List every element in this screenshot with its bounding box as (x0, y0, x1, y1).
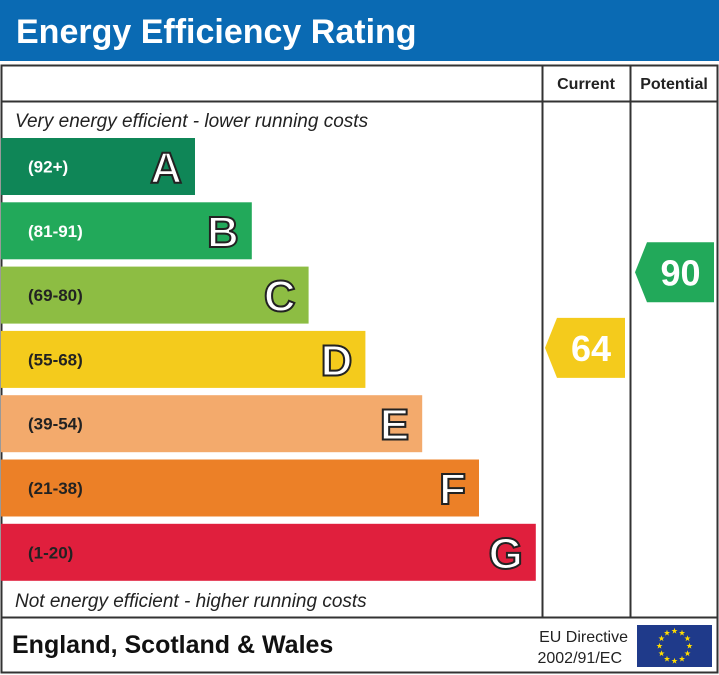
bottom-note: Not energy efficient - higher running co… (15, 591, 367, 612)
star-icon (686, 642, 693, 649)
eu-directive-line1: EU Directive (539, 629, 628, 646)
band-letter: A (150, 144, 182, 193)
title-bar (0, 0, 719, 61)
band-d: (55-68) D (1, 330, 366, 388)
current-rating-arrow (545, 317, 625, 378)
band-range: (55-68) (28, 350, 83, 369)
band-bar (1, 523, 536, 581)
band-bar (1, 459, 479, 517)
band-a: (92+) A (1, 138, 195, 195)
potential-column-header: Potential (640, 76, 708, 93)
star-icon (671, 627, 678, 634)
band-bar (1, 330, 366, 388)
current-column-header: Current (557, 76, 615, 93)
top-note: Very energy efficient - lower running co… (15, 111, 369, 132)
star-icon (678, 655, 686, 662)
band-g: (1-20) G (1, 523, 536, 581)
band-range: (1-20) (28, 543, 73, 562)
band-letter: F (439, 465, 466, 514)
band-letter: B (207, 208, 239, 257)
band-c: (69-80) C (1, 266, 309, 324)
star-icon (656, 642, 663, 649)
potential-rating: 90 (635, 242, 714, 303)
band-letter: D (321, 336, 353, 385)
band-f: (21-38) F (1, 459, 479, 517)
star-icon (658, 635, 665, 642)
band-letter: E (380, 401, 409, 450)
star-icon (658, 650, 665, 657)
band-bar (1, 395, 423, 453)
band-e: (39-54) E (1, 395, 423, 453)
eu-directive-line2: 2002/91/EC (537, 650, 622, 667)
chart-title: Energy Efficiency Rating (16, 13, 417, 51)
band-b: (81-91) B (1, 202, 252, 260)
band-letter: G (489, 529, 523, 578)
band-range: (21-38) (28, 479, 83, 498)
current-rating: 64 (545, 317, 625, 378)
star-icon (684, 650, 691, 657)
eu-flag-icon (637, 625, 712, 667)
potential-rating-arrow (635, 242, 714, 303)
band-range: (92+) (28, 158, 68, 177)
band-range: (69-80) (28, 286, 83, 305)
footer-region: England, Scotland & Wales (12, 631, 333, 659)
potential-rating-value: 90 (660, 252, 700, 293)
current-rating-value: 64 (571, 328, 611, 369)
star-icon (663, 655, 671, 662)
band-range: (39-54) (28, 415, 83, 434)
star-icon (684, 635, 691, 642)
band-bar (1, 138, 195, 195)
band-bar (1, 266, 309, 324)
band-bar (1, 202, 252, 260)
band-range: (81-91) (28, 222, 83, 241)
band-letter: C (264, 272, 296, 321)
star-icon (663, 629, 671, 636)
star-icon (678, 629, 686, 636)
star-icon (671, 657, 678, 664)
